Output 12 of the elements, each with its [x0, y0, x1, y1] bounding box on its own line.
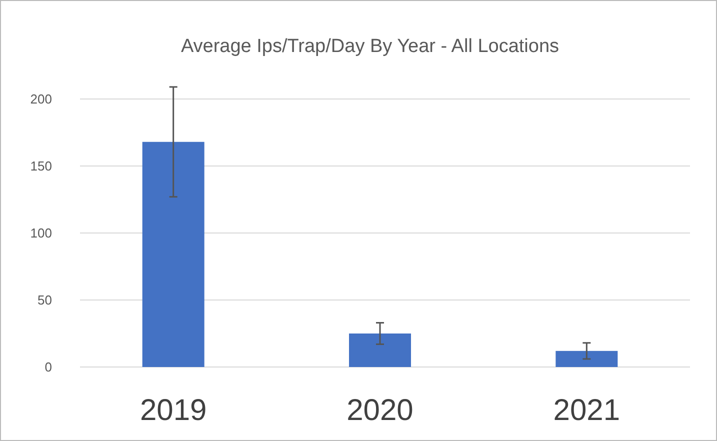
x-tick-label: 2020	[346, 394, 414, 427]
bar	[142, 142, 204, 367]
x-tick-label: 2021	[553, 394, 620, 427]
y-tick-label: 100	[30, 226, 52, 241]
bar	[556, 350, 618, 367]
bar	[349, 334, 411, 367]
chart-title: Average Ips/Trap/Day By Year - All Locations	[180, 36, 560, 57]
x-tick-label: 2019	[140, 394, 207, 427]
y-tick-label: 200	[30, 92, 52, 107]
y-tick-label: 50	[38, 292, 52, 308]
y-tick-label: 0	[44, 360, 52, 375]
y-tick-label: 150	[30, 158, 52, 174]
